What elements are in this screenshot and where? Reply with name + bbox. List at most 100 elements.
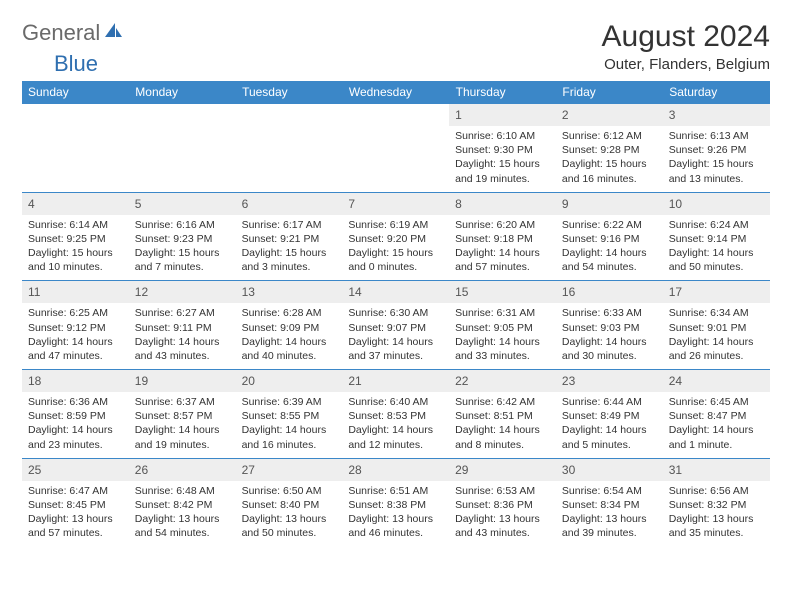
daylight-text: Daylight: 14 hours and 54 minutes. bbox=[562, 246, 657, 274]
daylight-text: Daylight: 14 hours and 5 minutes. bbox=[562, 423, 657, 451]
sunrise-text: Sunrise: 6:31 AM bbox=[455, 306, 550, 320]
weekday-header: Thursday bbox=[449, 81, 556, 104]
sunset-text: Sunset: 9:20 PM bbox=[348, 232, 443, 246]
day-number-cell: 7 bbox=[342, 192, 449, 215]
day-detail-cell: Sunrise: 6:31 AMSunset: 9:05 PMDaylight:… bbox=[449, 303, 556, 369]
day-detail-cell: Sunrise: 6:13 AMSunset: 9:26 PMDaylight:… bbox=[663, 126, 770, 192]
calendar-table: SundayMondayTuesdayWednesdayThursdayFrid… bbox=[22, 81, 770, 546]
logo-sail-icon bbox=[103, 22, 123, 45]
day-detail-cell bbox=[129, 126, 236, 192]
day-detail-cell: Sunrise: 6:19 AMSunset: 9:20 PMDaylight:… bbox=[342, 215, 449, 281]
day-detail-cell: Sunrise: 6:42 AMSunset: 8:51 PMDaylight:… bbox=[449, 392, 556, 458]
day-number-cell: 1 bbox=[449, 104, 556, 127]
sunset-text: Sunset: 9:23 PM bbox=[135, 232, 230, 246]
day-detail-cell: Sunrise: 6:17 AMSunset: 9:21 PMDaylight:… bbox=[236, 215, 343, 281]
sunset-text: Sunset: 8:57 PM bbox=[135, 409, 230, 423]
daylight-text: Daylight: 14 hours and 50 minutes. bbox=[669, 246, 764, 274]
weekday-header: Saturday bbox=[663, 81, 770, 104]
sunrise-text: Sunrise: 6:39 AM bbox=[242, 395, 337, 409]
daylight-text: Daylight: 14 hours and 23 minutes. bbox=[28, 423, 123, 451]
day-number-cell: 20 bbox=[236, 370, 343, 393]
sunrise-text: Sunrise: 6:24 AM bbox=[669, 218, 764, 232]
day-number-cell: 6 bbox=[236, 192, 343, 215]
sunrise-text: Sunrise: 6:19 AM bbox=[348, 218, 443, 232]
header: General August 2024 Outer, Flanders, Bel… bbox=[22, 20, 770, 73]
sunrise-text: Sunrise: 6:50 AM bbox=[242, 484, 337, 498]
day-detail-cell: Sunrise: 6:48 AMSunset: 8:42 PMDaylight:… bbox=[129, 481, 236, 547]
daylight-text: Daylight: 13 hours and 50 minutes. bbox=[242, 512, 337, 540]
sunrise-text: Sunrise: 6:13 AM bbox=[669, 129, 764, 143]
day-number-cell: 12 bbox=[129, 281, 236, 304]
sunset-text: Sunset: 8:42 PM bbox=[135, 498, 230, 512]
sunrise-text: Sunrise: 6:17 AM bbox=[242, 218, 337, 232]
sunrise-text: Sunrise: 6:37 AM bbox=[135, 395, 230, 409]
sunrise-text: Sunrise: 6:40 AM bbox=[348, 395, 443, 409]
sunset-text: Sunset: 9:14 PM bbox=[669, 232, 764, 246]
day-detail-row: Sunrise: 6:14 AMSunset: 9:25 PMDaylight:… bbox=[22, 215, 770, 281]
day-number-cell bbox=[22, 104, 129, 127]
day-detail-cell: Sunrise: 6:36 AMSunset: 8:59 PMDaylight:… bbox=[22, 392, 129, 458]
day-detail-cell: Sunrise: 6:53 AMSunset: 8:36 PMDaylight:… bbox=[449, 481, 556, 547]
sunrise-text: Sunrise: 6:47 AM bbox=[28, 484, 123, 498]
weekday-header: Monday bbox=[129, 81, 236, 104]
daylight-text: Daylight: 15 hours and 0 minutes. bbox=[348, 246, 443, 274]
location: Outer, Flanders, Belgium bbox=[602, 56, 770, 73]
sunrise-text: Sunrise: 6:20 AM bbox=[455, 218, 550, 232]
day-number-row: 11121314151617 bbox=[22, 281, 770, 304]
daylight-text: Daylight: 14 hours and 30 minutes. bbox=[562, 335, 657, 363]
daylight-text: Daylight: 14 hours and 47 minutes. bbox=[28, 335, 123, 363]
day-detail-cell: Sunrise: 6:37 AMSunset: 8:57 PMDaylight:… bbox=[129, 392, 236, 458]
sunset-text: Sunset: 8:51 PM bbox=[455, 409, 550, 423]
day-number-cell: 27 bbox=[236, 458, 343, 481]
sunrise-text: Sunrise: 6:25 AM bbox=[28, 306, 123, 320]
day-number-cell: 28 bbox=[342, 458, 449, 481]
daylight-text: Daylight: 14 hours and 43 minutes. bbox=[135, 335, 230, 363]
sunset-text: Sunset: 9:18 PM bbox=[455, 232, 550, 246]
logo-text-blue: Blue bbox=[54, 51, 98, 77]
sunrise-text: Sunrise: 6:51 AM bbox=[348, 484, 443, 498]
day-number-cell: 11 bbox=[22, 281, 129, 304]
day-detail-cell: Sunrise: 6:54 AMSunset: 8:34 PMDaylight:… bbox=[556, 481, 663, 547]
sunset-text: Sunset: 8:47 PM bbox=[669, 409, 764, 423]
weekday-header: Friday bbox=[556, 81, 663, 104]
daylight-text: Daylight: 15 hours and 10 minutes. bbox=[28, 246, 123, 274]
daylight-text: Daylight: 14 hours and 40 minutes. bbox=[242, 335, 337, 363]
daylight-text: Daylight: 15 hours and 7 minutes. bbox=[135, 246, 230, 274]
day-number-cell: 21 bbox=[342, 370, 449, 393]
daylight-text: Daylight: 14 hours and 8 minutes. bbox=[455, 423, 550, 451]
daylight-text: Daylight: 14 hours and 12 minutes. bbox=[348, 423, 443, 451]
day-detail-cell: Sunrise: 6:40 AMSunset: 8:53 PMDaylight:… bbox=[342, 392, 449, 458]
sunrise-text: Sunrise: 6:45 AM bbox=[669, 395, 764, 409]
day-number-cell: 31 bbox=[663, 458, 770, 481]
sunrise-text: Sunrise: 6:36 AM bbox=[28, 395, 123, 409]
sunset-text: Sunset: 9:03 PM bbox=[562, 321, 657, 335]
day-detail-row: Sunrise: 6:25 AMSunset: 9:12 PMDaylight:… bbox=[22, 303, 770, 369]
day-number-row: 18192021222324 bbox=[22, 370, 770, 393]
day-detail-cell: Sunrise: 6:45 AMSunset: 8:47 PMDaylight:… bbox=[663, 392, 770, 458]
day-detail-cell: Sunrise: 6:39 AMSunset: 8:55 PMDaylight:… bbox=[236, 392, 343, 458]
daylight-text: Daylight: 13 hours and 46 minutes. bbox=[348, 512, 443, 540]
sunset-text: Sunset: 8:59 PM bbox=[28, 409, 123, 423]
daylight-text: Daylight: 14 hours and 16 minutes. bbox=[242, 423, 337, 451]
sunset-text: Sunset: 9:28 PM bbox=[562, 143, 657, 157]
day-number-cell: 26 bbox=[129, 458, 236, 481]
sunset-text: Sunset: 8:36 PM bbox=[455, 498, 550, 512]
day-detail-row: Sunrise: 6:47 AMSunset: 8:45 PM Daylight:… bbox=[22, 481, 770, 547]
day-detail-row: Sunrise: 6:36 AMSunset: 8:59 PMDaylight:… bbox=[22, 392, 770, 458]
day-detail-cell: Sunrise: 6:30 AMSunset: 9:07 PMDaylight:… bbox=[342, 303, 449, 369]
day-number-cell bbox=[129, 104, 236, 127]
sunset-text: Sunset: 8:45 PM bbox=[28, 498, 123, 512]
logo-text-general: General bbox=[22, 20, 100, 46]
sunset-text: Sunset: 9:21 PM bbox=[242, 232, 337, 246]
day-number-cell: 30 bbox=[556, 458, 663, 481]
daylight-text: Daylight: 14 hours and 26 minutes. bbox=[669, 335, 764, 363]
day-detail-cell: Sunrise: 6:27 AMSunset: 9:11 PMDaylight:… bbox=[129, 303, 236, 369]
sunrise-text: Sunrise: 6:30 AM bbox=[348, 306, 443, 320]
sunrise-text: Sunrise: 6:48 AM bbox=[135, 484, 230, 498]
month-title: August 2024 bbox=[602, 20, 770, 54]
daylight-text: Daylight: 13 hours and 54 minutes. bbox=[135, 512, 230, 540]
day-number-cell: 29 bbox=[449, 458, 556, 481]
sunset-text: Sunset: 9:12 PM bbox=[28, 321, 123, 335]
logo: General bbox=[22, 20, 125, 46]
sunset-text: Sunset: 8:53 PM bbox=[348, 409, 443, 423]
